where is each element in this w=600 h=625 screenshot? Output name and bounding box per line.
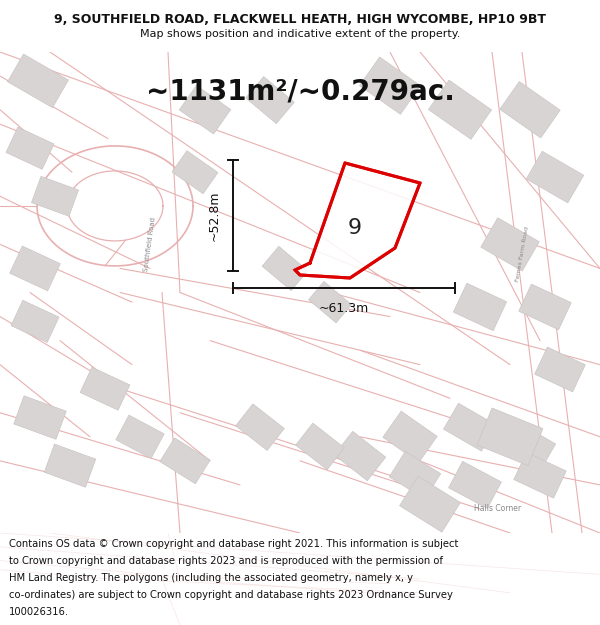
Bar: [359, 57, 421, 114]
Bar: [500, 81, 560, 138]
Bar: [236, 404, 284, 451]
Bar: [519, 284, 571, 330]
Text: Fernes Farm Road: Fernes Farm Road: [515, 226, 529, 282]
Text: co-ordinates) are subject to Crown copyright and database rights 2023 Ordnance S: co-ordinates) are subject to Crown copyr…: [9, 589, 453, 599]
Bar: [514, 452, 566, 498]
Bar: [7, 54, 68, 107]
Bar: [160, 438, 210, 484]
Bar: [400, 476, 460, 532]
Text: 9: 9: [348, 218, 362, 238]
Bar: [505, 423, 556, 470]
Text: Contains OS data © Crown copyright and database right 2021. This information is : Contains OS data © Crown copyright and d…: [9, 539, 458, 549]
Bar: [80, 367, 130, 410]
Bar: [526, 151, 584, 203]
Text: ~1131m²/~0.279ac.: ~1131m²/~0.279ac.: [146, 78, 454, 106]
Bar: [449, 461, 502, 509]
Bar: [453, 283, 507, 331]
Bar: [245, 76, 295, 124]
Bar: [443, 403, 497, 451]
Text: to Crown copyright and database rights 2023 and is reproduced with the permissio: to Crown copyright and database rights 2…: [9, 556, 443, 566]
Bar: [308, 281, 352, 323]
Text: 100026316.: 100026316.: [9, 607, 69, 617]
Bar: [334, 431, 386, 481]
Bar: [6, 127, 54, 169]
Text: ~52.8m: ~52.8m: [208, 190, 221, 241]
Bar: [10, 246, 61, 291]
Bar: [481, 217, 539, 271]
Text: Halls Corner: Halls Corner: [475, 504, 521, 514]
Bar: [389, 451, 441, 499]
Bar: [477, 408, 543, 466]
Text: HM Land Registry. The polygons (including the associated geometry, namely x, y: HM Land Registry. The polygons (includin…: [9, 572, 413, 582]
Bar: [31, 176, 79, 216]
Text: Map shows position and indicative extent of the property.: Map shows position and indicative extent…: [140, 29, 460, 39]
Bar: [262, 246, 308, 291]
Bar: [172, 151, 218, 194]
Bar: [44, 444, 96, 488]
Text: 9, SOUTHFIELD ROAD, FLACKWELL HEATH, HIGH WYCOMBE, HP10 9BT: 9, SOUTHFIELD ROAD, FLACKWELL HEATH, HIG…: [54, 13, 546, 26]
Bar: [179, 86, 231, 134]
Bar: [383, 411, 437, 462]
Text: ~61.3m: ~61.3m: [319, 302, 369, 315]
Text: Southfield Road: Southfield Road: [143, 217, 157, 272]
Bar: [14, 396, 66, 439]
Bar: [535, 347, 586, 392]
Bar: [11, 300, 59, 343]
Polygon shape: [295, 163, 420, 278]
Bar: [428, 80, 491, 139]
Bar: [116, 415, 164, 459]
Bar: [296, 423, 344, 470]
